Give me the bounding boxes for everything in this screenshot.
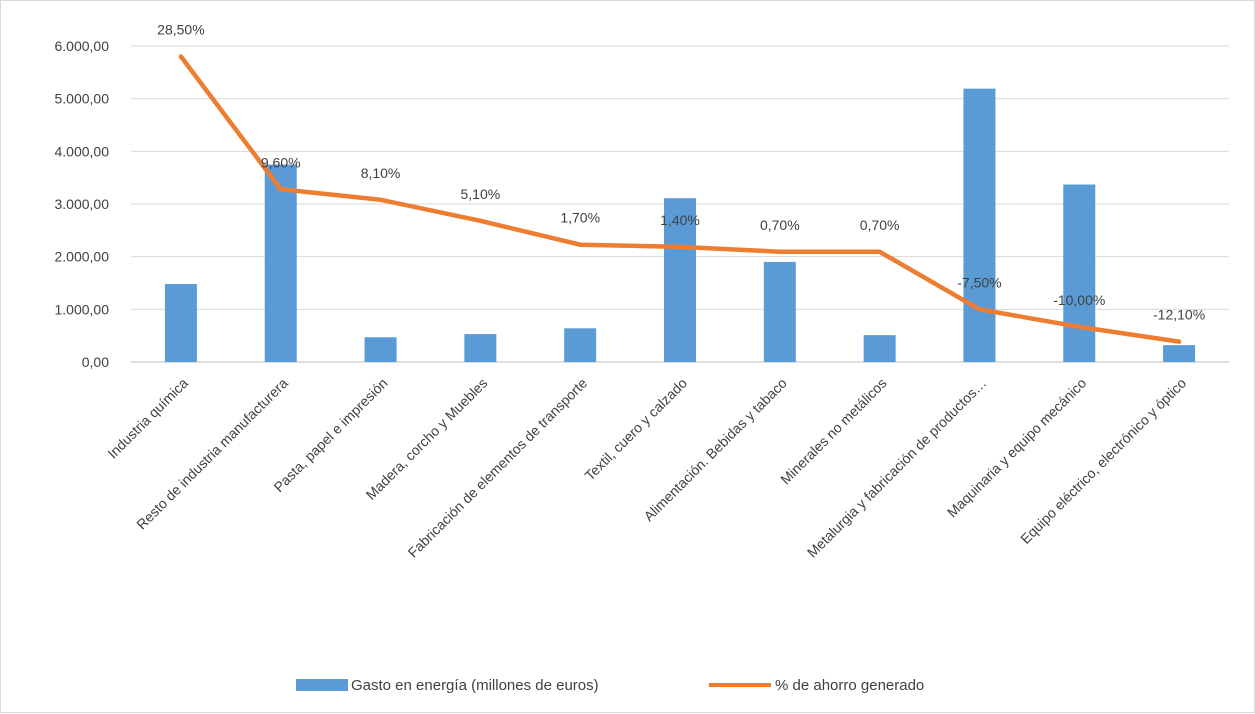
data-label: 0,70% — [860, 217, 900, 233]
data-label: 9,60% — [261, 154, 301, 170]
y-axis-ticks: 0,00 1.000,00 2.000,00 3.000,00 4.000,00 5.00… — [55, 38, 110, 370]
data-labels: 28,50% 9,60% 8,10% 5,10% 1,70% 1,40% 0,70% 0,70… — [157, 22, 1205, 323]
bar — [1063, 184, 1096, 362]
data-label: -10,00% — [1053, 292, 1105, 308]
bar — [464, 334, 497, 362]
legend-label-line: % de ahorro generado — [775, 677, 924, 694]
bar — [264, 164, 297, 362]
bar — [364, 337, 397, 362]
y-tick-label: 2.000,00 — [55, 249, 110, 265]
bar — [664, 198, 696, 362]
bar — [564, 328, 597, 362]
y-tick-label: 4.000,00 — [55, 143, 110, 159]
y-tick-label: 6.000,00 — [55, 38, 110, 54]
data-label: 8,10% — [361, 165, 401, 181]
bar — [164, 284, 197, 362]
data-label: 0,70% — [760, 217, 800, 233]
data-label: 1,40% — [660, 212, 700, 228]
x-tick-label: Fabricación de elementos de transporte — [405, 375, 591, 561]
bar — [1163, 345, 1196, 362]
data-label: -12,10% — [1153, 307, 1205, 323]
y-tick-label: 5.000,00 — [55, 91, 110, 107]
x-tick-label: Minerales no metálicos — [777, 375, 890, 488]
data-label: 1,70% — [560, 210, 600, 226]
line-series — [178, 54, 1182, 344]
data-label: -7,50% — [957, 274, 1001, 290]
x-tick-label: Equipo eléctrico, electrónico y óptico — [1017, 375, 1189, 547]
x-tick-label: Metalurgia y fabricación de productos… — [804, 375, 990, 561]
bar — [963, 88, 996, 362]
legend-swatch-bar — [296, 679, 348, 691]
legend-label-bar: Gasto en energía (millones de euros) — [351, 677, 599, 694]
bar-series — [164, 88, 1196, 362]
savings-line — [178, 54, 1182, 344]
y-tick-label: 1.000,00 — [55, 301, 110, 317]
x-tick-label: Pasta, papel e impresión — [270, 375, 390, 495]
data-label: 28,50% — [157, 22, 204, 38]
bar — [863, 335, 896, 362]
legend: Gasto en energía (millones de euros) % d… — [296, 677, 924, 694]
y-tick-label: 3.000,00 — [55, 196, 110, 212]
x-tick-label: Textil, cuero y calzado — [581, 375, 690, 484]
data-label: 5,10% — [461, 186, 501, 202]
bar — [763, 261, 796, 362]
x-tick-label: Industria química — [104, 375, 191, 462]
y-tick-label: 0,00 — [82, 354, 109, 370]
